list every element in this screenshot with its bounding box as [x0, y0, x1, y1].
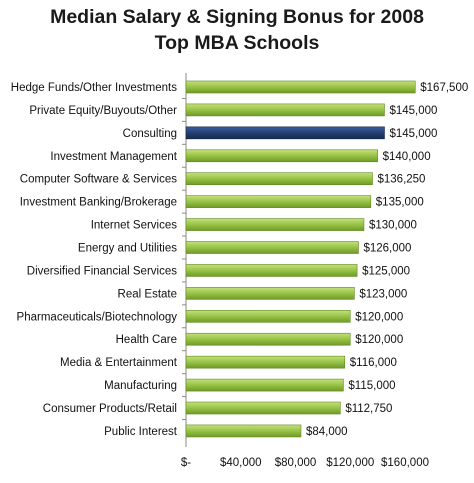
- bar: [185, 241, 359, 254]
- value-label: $115,000: [348, 380, 395, 392]
- x-tick-label: $-: [181, 457, 191, 469]
- bar: [185, 332, 351, 346]
- chart-title-line-1: Median Salary & Signing Bonus for 2008: [50, 6, 424, 28]
- value-label: $140,000: [383, 151, 431, 163]
- bar: [185, 401, 341, 415]
- bar: [185, 172, 373, 186]
- x-tick-label: $80,000: [275, 457, 317, 469]
- chart-title-line-2: Top MBA Schools: [154, 32, 320, 54]
- value-label: $135,000: [376, 197, 424, 209]
- value-label: $167,500: [420, 82, 468, 94]
- value-label: $145,000: [389, 105, 437, 117]
- category-label: Public Interest: [104, 426, 178, 438]
- x-tick-label: $120,000: [326, 457, 374, 469]
- category-label: Private Equity/Buyouts/Other: [29, 105, 177, 117]
- bar: [185, 355, 346, 369]
- x-tick-label: $40,000: [220, 457, 262, 469]
- value-label: $136,250: [377, 174, 425, 186]
- bar: [185, 378, 344, 392]
- category-label: Hedge Funds/Other Investments: [11, 82, 177, 94]
- bar: [185, 103, 385, 117]
- value-label: $120,000: [355, 311, 403, 323]
- bar-highlighted: [185, 126, 385, 140]
- value-label: $145,000: [389, 128, 437, 140]
- axis-layer: [182, 73, 187, 447]
- category-label: Consumer Products/Retail: [43, 403, 177, 415]
- category-label: Computer Software & Services: [20, 174, 177, 186]
- value-label: $116,000: [350, 357, 397, 369]
- bar: [185, 309, 351, 323]
- bar: [185, 195, 372, 208]
- value-label: $130,000: [369, 220, 417, 232]
- category-label: Media & Entertainment: [60, 357, 178, 369]
- category-label: Diversified Financial Services: [27, 265, 177, 277]
- value-label: $126,000: [363, 243, 411, 255]
- labels-layer: $- $40,000 $80,000 $120,000 $160,000 Hedge Fu…: [11, 82, 468, 469]
- bar: [185, 80, 416, 94]
- value-label: $112,750: [345, 403, 392, 415]
- category-label: Consulting: [123, 128, 177, 140]
- category-label: Real Estate: [118, 288, 177, 300]
- x-tick-label: $160,000: [381, 457, 429, 469]
- category-label: Investment Banking/Brokerage: [20, 197, 177, 209]
- category-label: Pharmaceuticals/Biotechnology: [17, 311, 178, 323]
- bar: [185, 264, 358, 277]
- value-label: $123,000: [359, 288, 407, 300]
- category-label: Internet Services: [91, 220, 178, 232]
- value-label: $84,000: [306, 426, 348, 438]
- value-label: $120,000: [355, 334, 403, 346]
- category-label: Health Care: [116, 334, 177, 346]
- value-label: $125,000: [362, 265, 410, 277]
- bar: [185, 149, 378, 163]
- bars-layer: [185, 80, 416, 438]
- category-label: Manufacturing: [104, 380, 177, 392]
- bar: [185, 218, 365, 231]
- bar: [185, 287, 355, 300]
- category-label: Investment Management: [50, 151, 177, 163]
- category-label: Energy and Utilities: [78, 243, 177, 255]
- bar: [185, 424, 302, 438]
